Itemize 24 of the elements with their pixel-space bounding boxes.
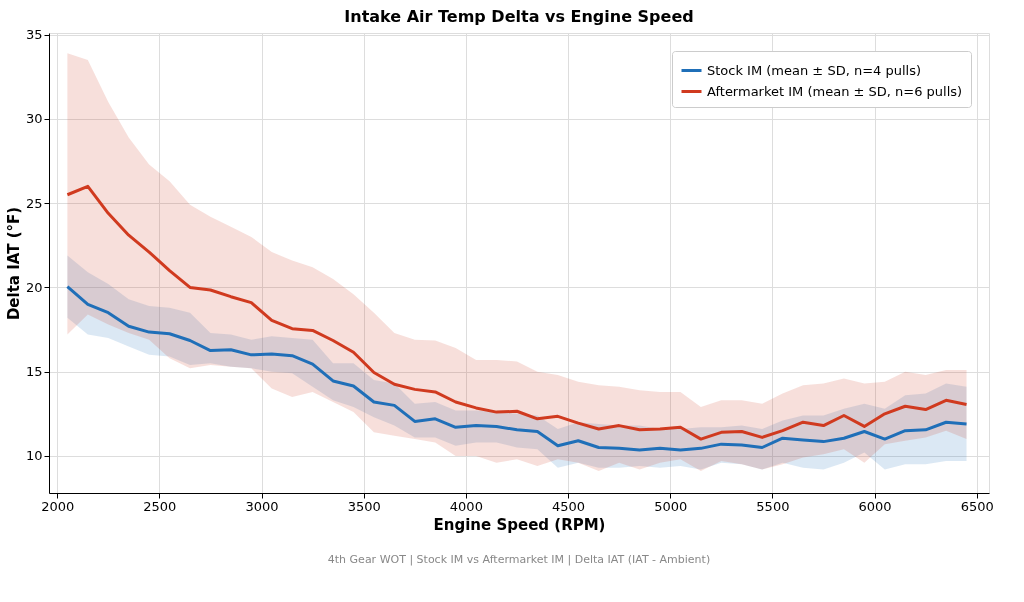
y-tick-label: 10	[25, 448, 43, 464]
x-tick-label: 3500	[347, 498, 381, 514]
x-tick-label: 3000	[245, 498, 279, 514]
x-tick-label: 6500	[960, 498, 994, 514]
y-tick-label: 15	[25, 364, 43, 380]
legend-label: Aftermarket IM (mean ± SD, n=6 pulls)	[707, 83, 963, 99]
y-tick-label: 35	[25, 27, 43, 43]
x-tick-label: 4000	[449, 498, 483, 514]
x-tick-label: 6000	[858, 498, 892, 514]
line-series	[65, 184, 969, 441]
legend-label: Stock IM (mean ± SD, n=4 pulls)	[707, 62, 922, 78]
y-tick-label: 25	[25, 195, 43, 211]
x-tick-label: 2500	[143, 498, 177, 514]
line-series	[65, 285, 969, 452]
y-tick-label: 30	[25, 111, 43, 127]
text: 4th Gear WOT | Stock IM vs Aftermarket IM | Delta IAT (IAT - Ambient)	[327, 553, 711, 566]
y-tick-label: 20	[25, 279, 43, 295]
x-tick-label: 2000	[41, 498, 75, 514]
y-axis-title: Delta IAT (°F)	[4, 206, 23, 321]
x-tick-label: 5500	[756, 498, 790, 514]
x-tick-label: 4500	[552, 498, 586, 514]
x-axis-title: Engine Speed (RPM)	[433, 515, 606, 534]
x-tick-label: 5000	[654, 498, 688, 514]
chart-title: Intake Air Temp Delta vs Engine Speed	[344, 6, 694, 26]
